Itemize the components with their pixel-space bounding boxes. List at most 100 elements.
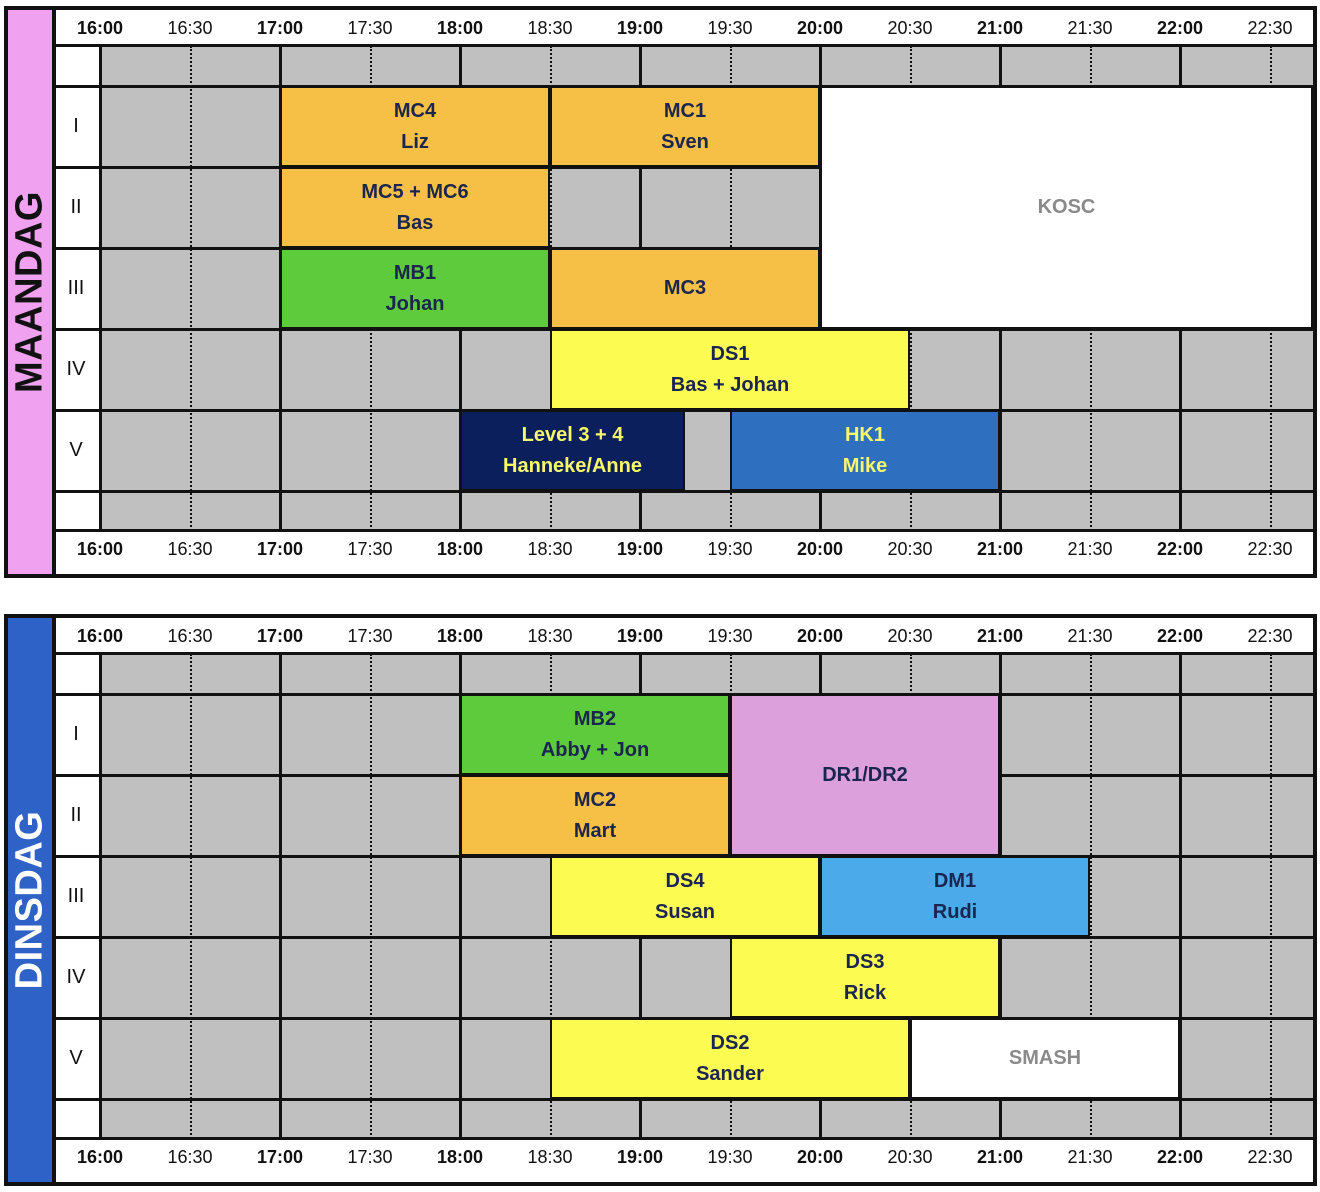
time-label: 17:00 (256, 18, 304, 38)
activity-title: DR1/DR2 (822, 763, 908, 786)
time-label: 22:30 (1247, 626, 1293, 646)
activity-block[interactable]: MB2 Abby + Jon (460, 694, 730, 775)
schedule-grid: 16:00 16:30 17:00 17:30 18:00 18:30 19:00 19:30… (56, 10, 1313, 574)
time-label: 18:00 (436, 18, 484, 38)
time-label: 20:30 (887, 18, 933, 38)
activity-block[interactable]: MC3 (550, 248, 820, 329)
court-label: V (69, 1047, 83, 1069)
activity-title: MC2 (573, 788, 617, 811)
activity-block[interactable]: DS4 Susan (550, 856, 820, 937)
half-hour-gridline (1270, 654, 1272, 1139)
activity-title: MC4 (393, 99, 437, 122)
time-label: 21:00 (976, 18, 1024, 38)
row-gridline (56, 166, 1313, 169)
activity-block[interactable]: MC4 Liz (280, 86, 550, 167)
time-label: 20:00 (796, 626, 844, 646)
activity-block[interactable]: SMASH (910, 1018, 1180, 1099)
row-gridline (56, 490, 1313, 493)
activity-title: MB2 (573, 707, 617, 730)
activity-trainer: Bas (396, 211, 434, 234)
time-label: 18:00 (436, 539, 484, 559)
time-header-bottom: 16:00 16:30 17:00 17:30 18:00 18:30 19:00 19:30… (56, 531, 1313, 567)
court-label: III (67, 277, 85, 299)
activity-title: DM1 (933, 869, 977, 892)
row-gridline (56, 1098, 1313, 1101)
activity-block[interactable]: DS1 Bas + Johan (550, 329, 910, 410)
activity-block[interactable]: DM1 Rudi (820, 856, 1090, 937)
activity-trainer: Bas + Johan (670, 373, 790, 396)
time-label: 17:00 (256, 626, 304, 646)
activity-title: KOSC (1037, 196, 1096, 218)
court-label: IV (66, 966, 86, 988)
activity-title: MC1 (663, 99, 707, 122)
maandag-panel: MAANDAG 16:00 16:30 17:00 17:30 18:00 18:30 19… (4, 6, 1317, 578)
activity-block[interactable]: DS2 Sander (550, 1018, 910, 1099)
activity-title: Level 3 + 4 (521, 423, 624, 446)
activity-block[interactable]: MC1 Sven (550, 86, 820, 167)
day-strip: MAANDAG (8, 10, 56, 574)
activity-title: MC3 (663, 277, 707, 299)
time-label: 17:30 (347, 18, 393, 38)
time-label: 16:00 (76, 18, 124, 38)
time-label: 16:30 (167, 18, 213, 38)
time-label: 19:00 (616, 18, 664, 38)
court-label: II (70, 196, 82, 218)
hour-gridline (1179, 654, 1182, 1139)
activity-trainer: Hanneke/Anne (503, 454, 642, 477)
activity-title: SMASH (1008, 1047, 1082, 1069)
activity-trainer: Susan (654, 900, 716, 923)
time-label: 21:00 (976, 539, 1024, 559)
time-label: 17:30 (347, 1147, 393, 1167)
time-header-top: 16:00 16:30 17:00 17:30 18:00 18:30 19:00 19:30… (56, 10, 1313, 46)
activity-title: MB1 (393, 261, 437, 284)
time-label: 21:30 (1067, 1147, 1113, 1167)
activity-title: HK1 (844, 423, 885, 446)
row-gridline (56, 529, 1313, 532)
activity-title: DS4 (665, 869, 705, 892)
row-gridline (56, 936, 1313, 939)
activity-trainer: Mike (842, 454, 888, 477)
time-label: 20:30 (887, 539, 933, 559)
half-hour-gridline (190, 654, 192, 1139)
activity-block[interactable]: DR1/DR2 (730, 694, 1000, 856)
court-label: I (73, 115, 79, 137)
court-label: II (70, 804, 82, 826)
time-label: 18:30 (527, 626, 573, 646)
time-label: 19:30 (707, 626, 753, 646)
time-label: 17:00 (256, 539, 304, 559)
time-label: 20:00 (796, 1147, 844, 1167)
activity-block[interactable]: HK1 Mike (730, 410, 1000, 491)
hour-gridline (279, 654, 282, 1139)
time-label: 19:00 (616, 1147, 664, 1167)
half-hour-gridline (370, 654, 372, 1139)
activity-trainer: Sander (696, 1062, 764, 1085)
activity-block[interactable]: DS3 Rick (730, 937, 1000, 1018)
day-label: DINSDAG (8, 810, 51, 990)
activity-block[interactable]: MB1 Johan (280, 248, 550, 329)
time-label: 21:00 (976, 626, 1024, 646)
activity-block[interactable]: Level 3 + 4 Hanneke/Anne (460, 410, 685, 491)
time-label: 18:30 (527, 1147, 573, 1167)
time-label: 16:00 (76, 1147, 124, 1167)
time-label: 17:30 (347, 626, 393, 646)
row-gridline (56, 652, 1313, 655)
time-label: 16:00 (76, 539, 124, 559)
hour-gridline (99, 654, 102, 1139)
activity-block[interactable]: KOSC (820, 86, 1313, 329)
time-label: 22:00 (1156, 1147, 1204, 1167)
time-label: 16:30 (167, 626, 213, 646)
time-label: 21:30 (1067, 18, 1113, 38)
time-label: 21:00 (976, 1147, 1024, 1167)
activity-block[interactable]: MC2 Mart (460, 775, 730, 856)
activity-trainer: Abby + Jon (540, 738, 650, 761)
activity-trainer: Rick (843, 981, 887, 1004)
time-label: 20:00 (796, 539, 844, 559)
court-label: V (69, 439, 83, 461)
activity-block[interactable]: MC5 + MC6 Bas (280, 167, 550, 248)
time-label: 19:00 (616, 539, 664, 559)
time-label: 17:30 (347, 539, 393, 559)
activity-trainer: Rudi (932, 900, 978, 923)
schedule-grid: 16:00 16:30 17:00 17:30 18:00 18:30 19:00 19:30… (56, 618, 1313, 1182)
court-label: I (73, 723, 79, 745)
activity-title: MC5 + MC6 (361, 180, 469, 203)
